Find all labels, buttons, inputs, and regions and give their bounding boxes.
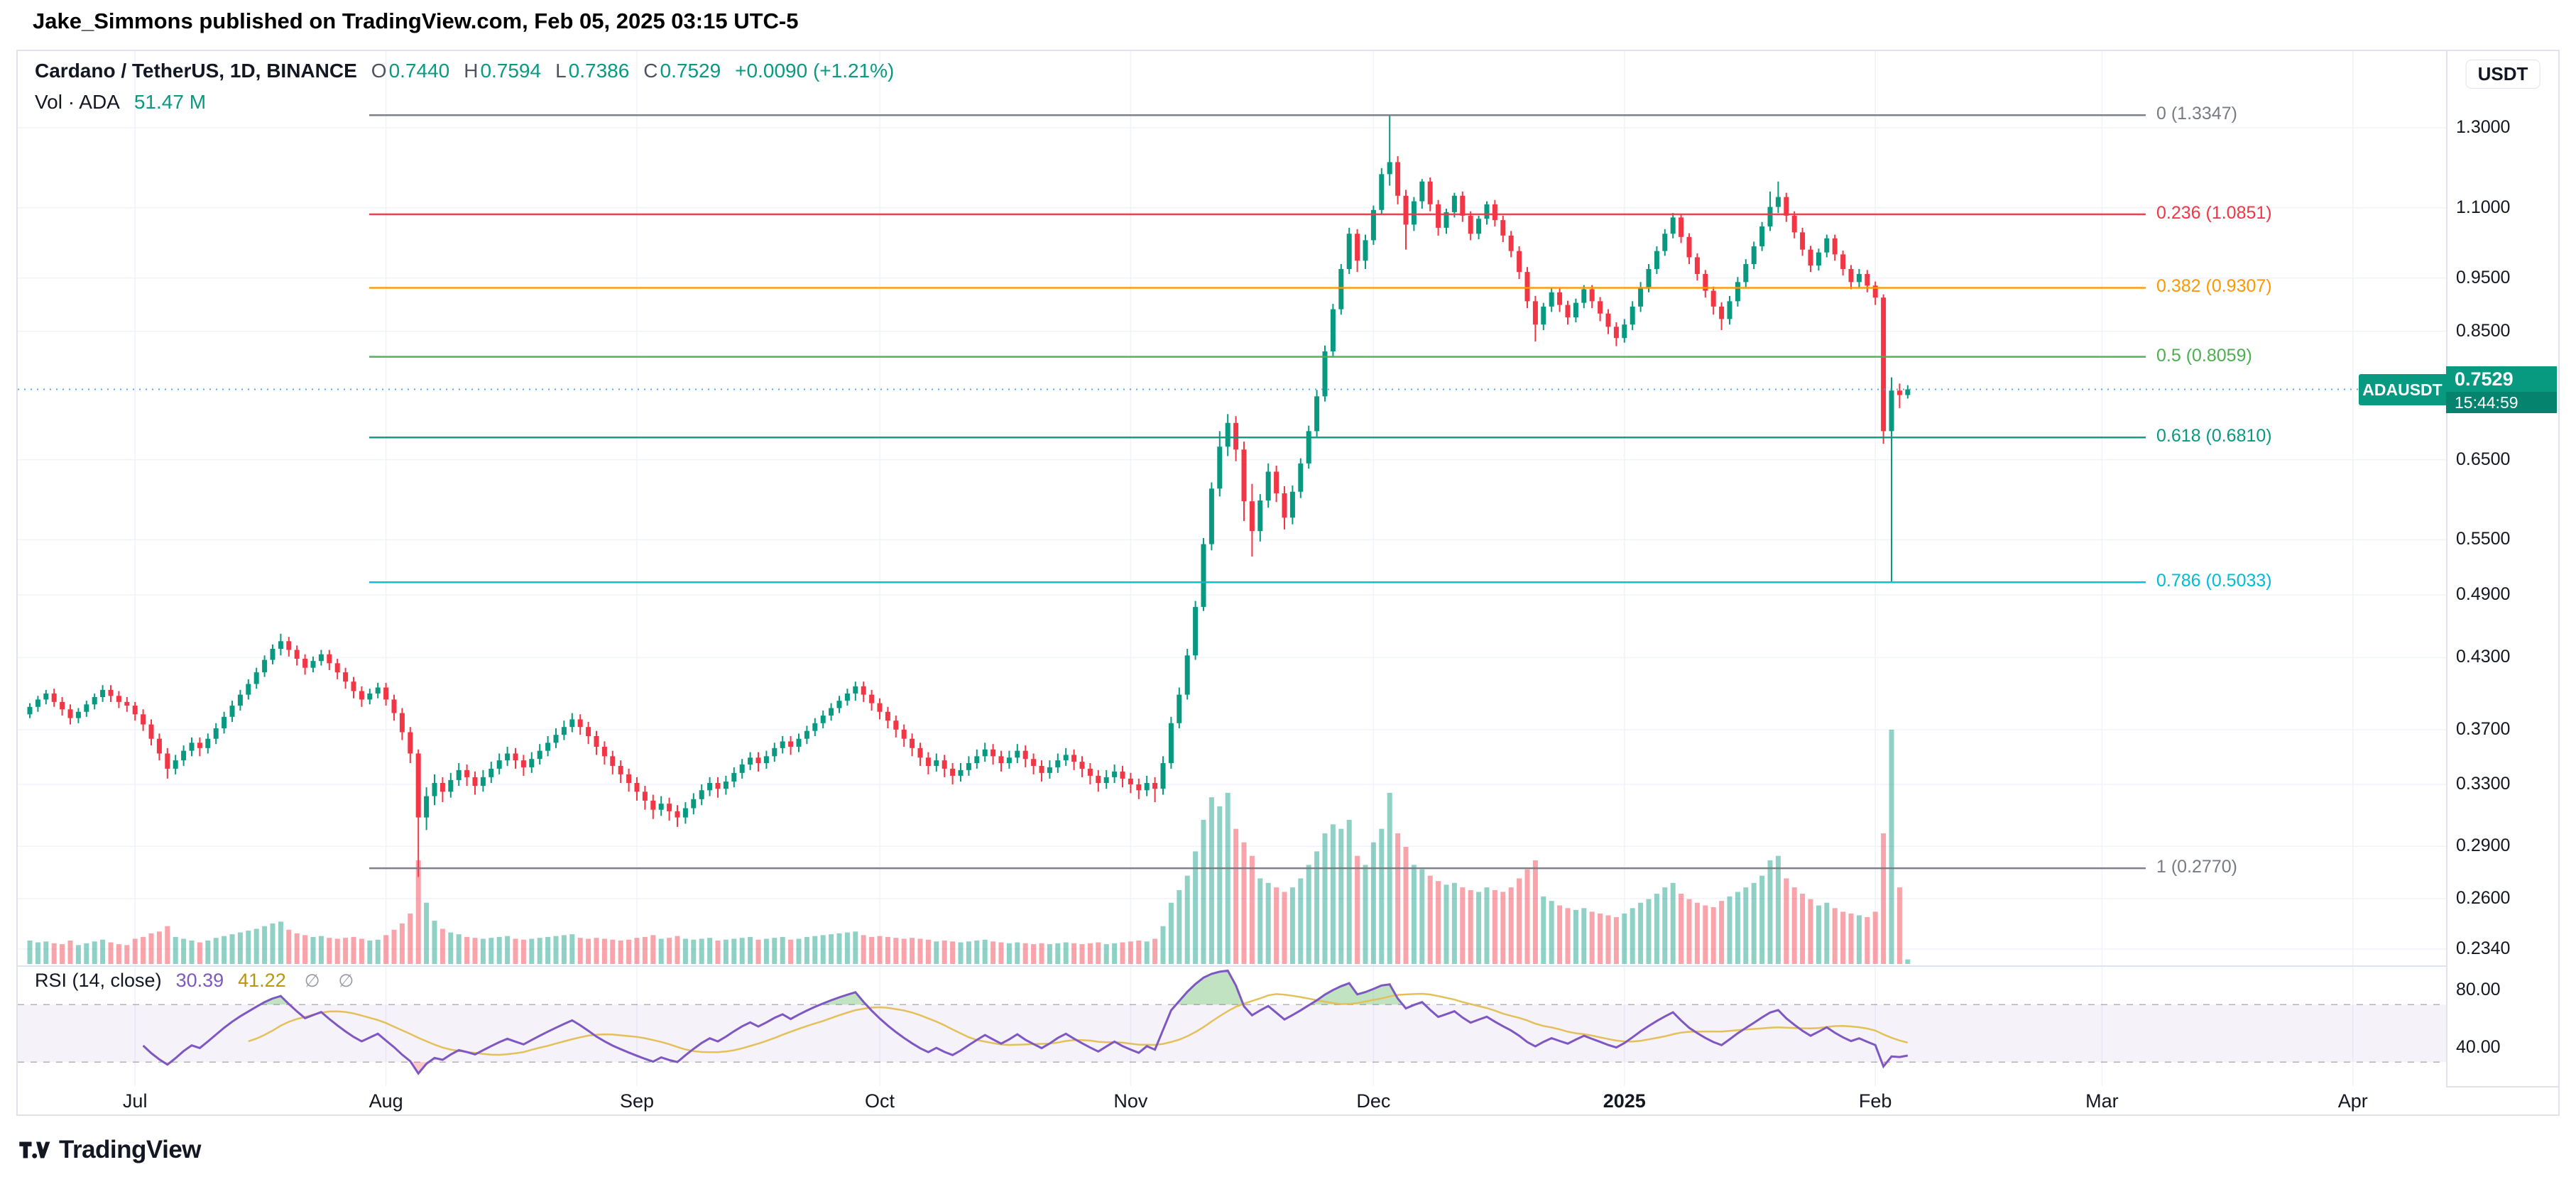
time-axis-label: Oct: [864, 1090, 895, 1112]
candles: [27, 115, 1911, 877]
price-axis-label: 0.4900: [2456, 584, 2511, 605]
published-byline: Jake_Simmons published on TradingView.co…: [33, 9, 799, 33]
time-axis-label: Nov: [1113, 1090, 1148, 1112]
ohlc-low: L 0.7386: [555, 60, 629, 82]
volume-label[interactable]: Vol · ADA: [35, 91, 120, 113]
price-axis-label: 0.6500: [2456, 449, 2511, 469]
close-value: 0.7529: [660, 60, 721, 82]
tradingview-attribution[interactable]: TradingView: [18, 1136, 202, 1164]
tradingview-logo-icon: [19, 1141, 50, 1158]
ohlc-close: C 0.7529: [643, 60, 721, 82]
price-axis-label: 0.2600: [2456, 887, 2511, 908]
close-label: C: [643, 60, 658, 82]
price-axis-label: 0.3300: [2456, 774, 2511, 794]
main-chart-canvas[interactable]: [18, 51, 2446, 965]
rsi-line: [142, 969, 1909, 1075]
rsi-title[interactable]: RSI (14, close): [35, 970, 162, 991]
symbol-legend: Cardano / TetherUS, 1D, BINANCE O 0.7440 …: [35, 60, 894, 82]
price-axis-label: 0.2900: [2456, 835, 2511, 856]
time-axis-label: Dec: [1356, 1090, 1391, 1112]
time-axis[interactable]: Jul Aug Sep Oct Nov Dec 2025 Feb Mar Apr: [18, 1086, 2446, 1114]
low-label: L: [555, 60, 567, 82]
price-badge: 0.7529 15:44:59: [2446, 366, 2557, 413]
pane-separator[interactable]: [18, 965, 2558, 967]
volume-bars: [27, 730, 1911, 964]
low-value: 0.7386: [568, 60, 630, 82]
open-value: 0.7440: [388, 60, 450, 82]
candle-countdown: 15:44:59: [2446, 391, 2557, 413]
price-axis-label: 0.4300: [2456, 647, 2511, 667]
open-label: O: [371, 60, 387, 82]
currency-toggle-button[interactable]: USDT: [2465, 60, 2540, 89]
price-axis-label: 0.5500: [2456, 529, 2511, 549]
price-axis-label: 0.8500: [2456, 320, 2511, 341]
rsi-value: 30.39: [175, 970, 224, 991]
time-axis-label: Apr: [2337, 1090, 2368, 1112]
price-badge-value: 0.7529: [2455, 368, 2514, 390]
ohlc-high: H 0.7594: [464, 60, 541, 82]
price-badge-symbol: ADAUSDT: [2359, 373, 2446, 405]
ohlc-open: O 0.7440: [371, 60, 449, 82]
chart-widget: 0 (1.3347) 0.236 (1.0851) 0.382 (0.9307) 0.…: [16, 50, 2560, 1116]
rsi-band: [18, 1004, 2446, 1063]
volume-value: 51.47 M: [133, 91, 207, 113]
time-axis-label: 2025: [1603, 1090, 1646, 1112]
tradingview-wordmark: TradingView: [59, 1136, 202, 1163]
rsi-ghost-icon[interactable]: ∅: [338, 971, 354, 991]
rsi-axis-label: 80.00: [2456, 980, 2501, 999]
rsi-ghost-icon[interactable]: ∅: [304, 971, 320, 991]
high-label: H: [464, 60, 479, 82]
price-axis-label: 1.1000: [2456, 197, 2511, 217]
price-axis-label: 0.9500: [2456, 267, 2511, 287]
price-axis-label: 0.3700: [2456, 718, 2511, 739]
time-axis-label: Sep: [619, 1090, 655, 1112]
rsi-legend: RSI (14, close) 30.39 41.22 ∅ ∅: [35, 970, 354, 992]
rsi-axis-label: 40.00: [2456, 1037, 2501, 1057]
symbol-title[interactable]: Cardano / TetherUS, 1D, BINANCE: [35, 60, 357, 82]
change-value: +0.0090 (+1.21%): [735, 60, 895, 82]
price-axis[interactable]: USDT 1.3000 1.1000 0.9500 0.8500 0.6500 0.550…: [2446, 51, 2558, 1086]
time-axis-label: Aug: [369, 1090, 403, 1112]
time-axis-label: Mar: [2085, 1090, 2119, 1112]
time-axis-label: Feb: [1858, 1090, 1892, 1112]
price-axis-label: 1.3000: [2456, 116, 2511, 137]
volume-legend: Vol · ADA 51.47 M: [35, 91, 206, 114]
rsi-pane-canvas[interactable]: [18, 965, 2446, 1086]
rsi-ma-value: 41.22: [238, 970, 286, 991]
price-axis-label: 0.2340: [2456, 938, 2511, 958]
time-axis-label: Jul: [122, 1090, 148, 1112]
high-value: 0.7594: [480, 60, 542, 82]
